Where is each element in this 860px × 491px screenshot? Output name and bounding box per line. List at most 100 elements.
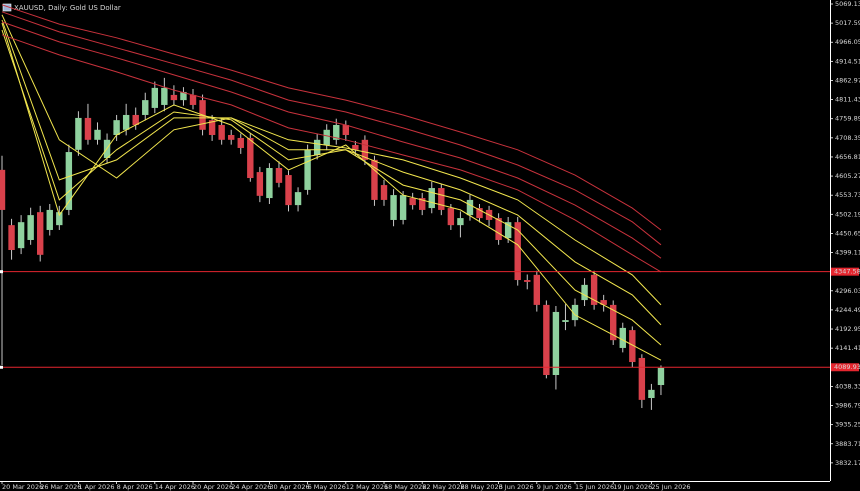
candle-body [122,114,130,130]
moving-average [1,19,662,326]
candle-body [657,367,665,386]
candle-body [581,284,588,301]
y-tick-label: 5069.13 [835,0,860,8]
candle-body [237,137,244,148]
candle-body [151,87,159,108]
y-tick-label: 4192.95 [835,325,860,333]
y-tick-label: 4811.43 [835,96,860,104]
candle-body [132,114,139,125]
candle-body [533,274,541,305]
candle-body [476,208,483,219]
candle-body [380,185,388,200]
candle-body [552,311,560,376]
x-tick-label: 9 Jun 2026 [537,483,572,491]
y-tick-label: 4759.89 [835,115,860,123]
x-tick-label: 20 Mar 2026 [2,483,43,491]
candle-body [161,87,168,105]
moving-average [1,29,662,346]
y-tick-label: 4553.73 [835,191,860,199]
line-marker [0,270,3,274]
price-tag [831,267,859,276]
candle-body [590,274,598,305]
candle-body [447,208,455,226]
candle-body [8,225,15,250]
candle-body [218,124,225,140]
x-tick-label: 1 Apr 2026 [78,483,114,491]
x-tick-label: 6 May 2026 [308,483,346,491]
candle-body [113,120,120,135]
y-tick-label: 3883.71 [835,440,860,448]
price-tag-label: 4089.93 [834,363,860,371]
y-tick-label: 3832.17 [835,459,860,467]
candle-body [142,100,149,115]
candle-body [189,94,197,105]
x-tick-label: 14 Apr 2026 [155,483,195,491]
candle-body [65,152,73,210]
candle-body [466,199,474,216]
candle-body [638,357,646,400]
candle-body [361,139,369,160]
x-tick-label: 15 Jun 2026 [575,483,614,491]
candle-body [333,124,340,140]
candle-body [629,330,636,363]
candle-body [409,198,416,206]
candle-body [562,320,569,322]
x-tick-label: 22 May 2026 [422,483,464,491]
y-tick-label: 4296.03 [835,287,860,295]
candle-body [266,168,273,199]
x-tick-label: 28 May 2026 [460,483,502,491]
x-tick-label: 18 May 2026 [384,483,426,491]
x-tick-label: 3 Jun 2026 [499,483,534,491]
candle-body [17,222,25,249]
candle-body [275,168,283,183]
moving-average [1,21,662,259]
candle-body [323,129,330,146]
candle-body [0,169,6,210]
candle-body [428,188,435,209]
candle-body [571,304,579,321]
y-tick-label: 4141.41 [835,344,860,352]
y-tick-label: 4708.35 [835,134,860,142]
x-tick-label: 26 Mar 2026 [40,483,81,491]
candle-body [256,172,264,196]
candle-body [504,222,512,239]
line-marker [0,365,3,369]
candle-body [352,145,359,150]
candle-body [228,134,235,140]
candle-body [208,120,216,135]
y-tick-label: 4914.51 [835,57,860,65]
moving-average [1,22,662,361]
candle-body [457,218,464,226]
candle-body [390,195,397,220]
candle-body [75,117,82,150]
x-tick-label: 12 May 2026 [346,483,388,491]
candle-body [304,149,311,190]
y-tick-label: 5017.59 [835,19,860,27]
candle-body [84,117,92,140]
candle-body [495,218,502,240]
y-tick-label: 3986.79 [835,402,860,410]
candle-body [170,94,178,101]
candle-body [247,137,254,179]
candle-body [46,209,53,230]
candle-body [180,91,187,101]
candle-body [619,327,626,348]
x-tick-label: 24 Apr 2026 [231,483,271,491]
candle-body [342,124,350,135]
candle-body [610,304,617,341]
price-tag [831,363,859,372]
y-tick-label: 4399.11 [835,249,860,257]
x-tick-label: 8 Apr 2026 [117,483,153,491]
x-tick-label: 19 Jun 2026 [613,483,652,491]
chart-title: XAUUSD, Daily: Gold US Dollar [14,4,121,12]
candle-body [285,175,292,206]
x-tick-label: 25 Jun 2026 [651,483,690,491]
candle-body [37,212,44,255]
candle-body [371,159,378,200]
y-tick-label: 4038.33 [835,382,860,390]
moving-average [1,34,662,273]
y-tick-label: 3935.25 [835,421,860,429]
price-tag-label: 4347.58 [834,268,860,276]
y-tick-label: 4450.65 [835,229,860,237]
